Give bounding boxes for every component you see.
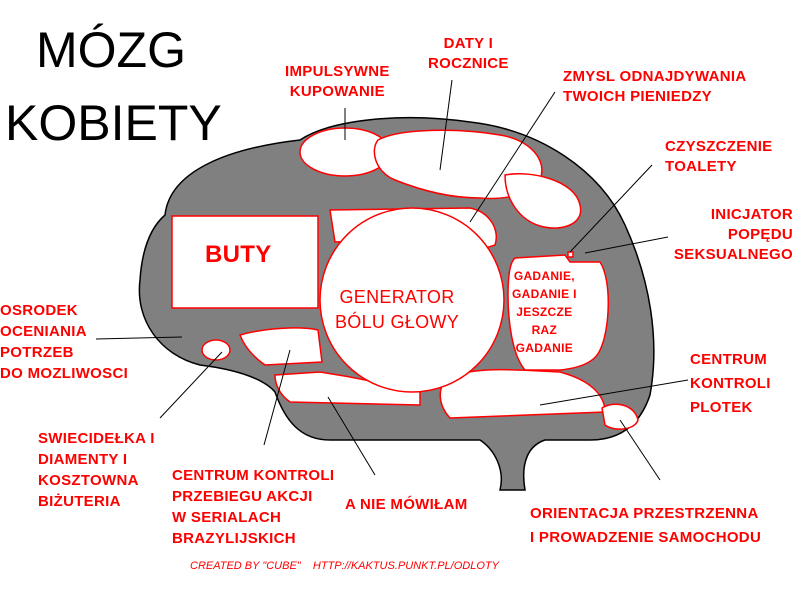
region-small-jewel <box>201 339 231 361</box>
czyszczenie-label: CZYSZCZENIE TOALETY <box>665 138 773 175</box>
gadanie-label: GADANIE, GADANIE I JESZCZE RAZ GADANIE <box>512 269 577 355</box>
inicjator-label: INICJATOR POPĘDU SEKSUALNEGO <box>673 206 793 263</box>
osrodek-label: OSRODEK OCENIANIA POTRZEB DO MOZLIWOSCI <box>0 302 129 382</box>
region-generator <box>319 207 505 393</box>
impulsywne-label: IMPULSYWNE KUPOWANIE <box>285 63 390 100</box>
region-right-top <box>504 173 582 229</box>
orientacja-label: ORIENTACJA PRZESTRZENNA I PROWADZENIE SA… <box>530 505 762 546</box>
zmysl-label: ZMYSL ODNAJDYWANIA TWOICH PIENIEDZY <box>563 68 747 105</box>
plotki-label: CENTRUM KONTROLI PLOTEK <box>690 351 771 416</box>
region-toilet <box>567 251 574 258</box>
credit-text: CREATED BY "CUBE" HTTP://KAKTUS.PUNKT.PL… <box>190 560 499 572</box>
generator-label: GENERATOR BÓLU GŁOWY <box>335 287 460 332</box>
region-buty <box>171 215 319 309</box>
buty-label: BUTY <box>205 241 272 268</box>
daty-label: DATY I ROCZNICE <box>428 35 509 72</box>
swiecidelka-label: SWIECIDEŁKA I DIAMENTY I KOSZTOWNA BIŻUT… <box>38 430 155 510</box>
seriale-label: CENTRUM KONTROLI PRZEBIEGU AKCJI W SERIA… <box>172 467 335 547</box>
nie-mowilam-label: A NIE MÓWIŁAM <box>345 496 468 513</box>
region-serials <box>239 327 323 366</box>
region-gadanie <box>507 254 609 371</box>
region-plotki <box>439 368 606 419</box>
title-line-2: KOBIETY <box>5 95 222 151</box>
title-line-1: MÓZG <box>36 22 186 78</box>
region-orientacja <box>601 403 639 430</box>
pointer-lines <box>95 79 689 481</box>
